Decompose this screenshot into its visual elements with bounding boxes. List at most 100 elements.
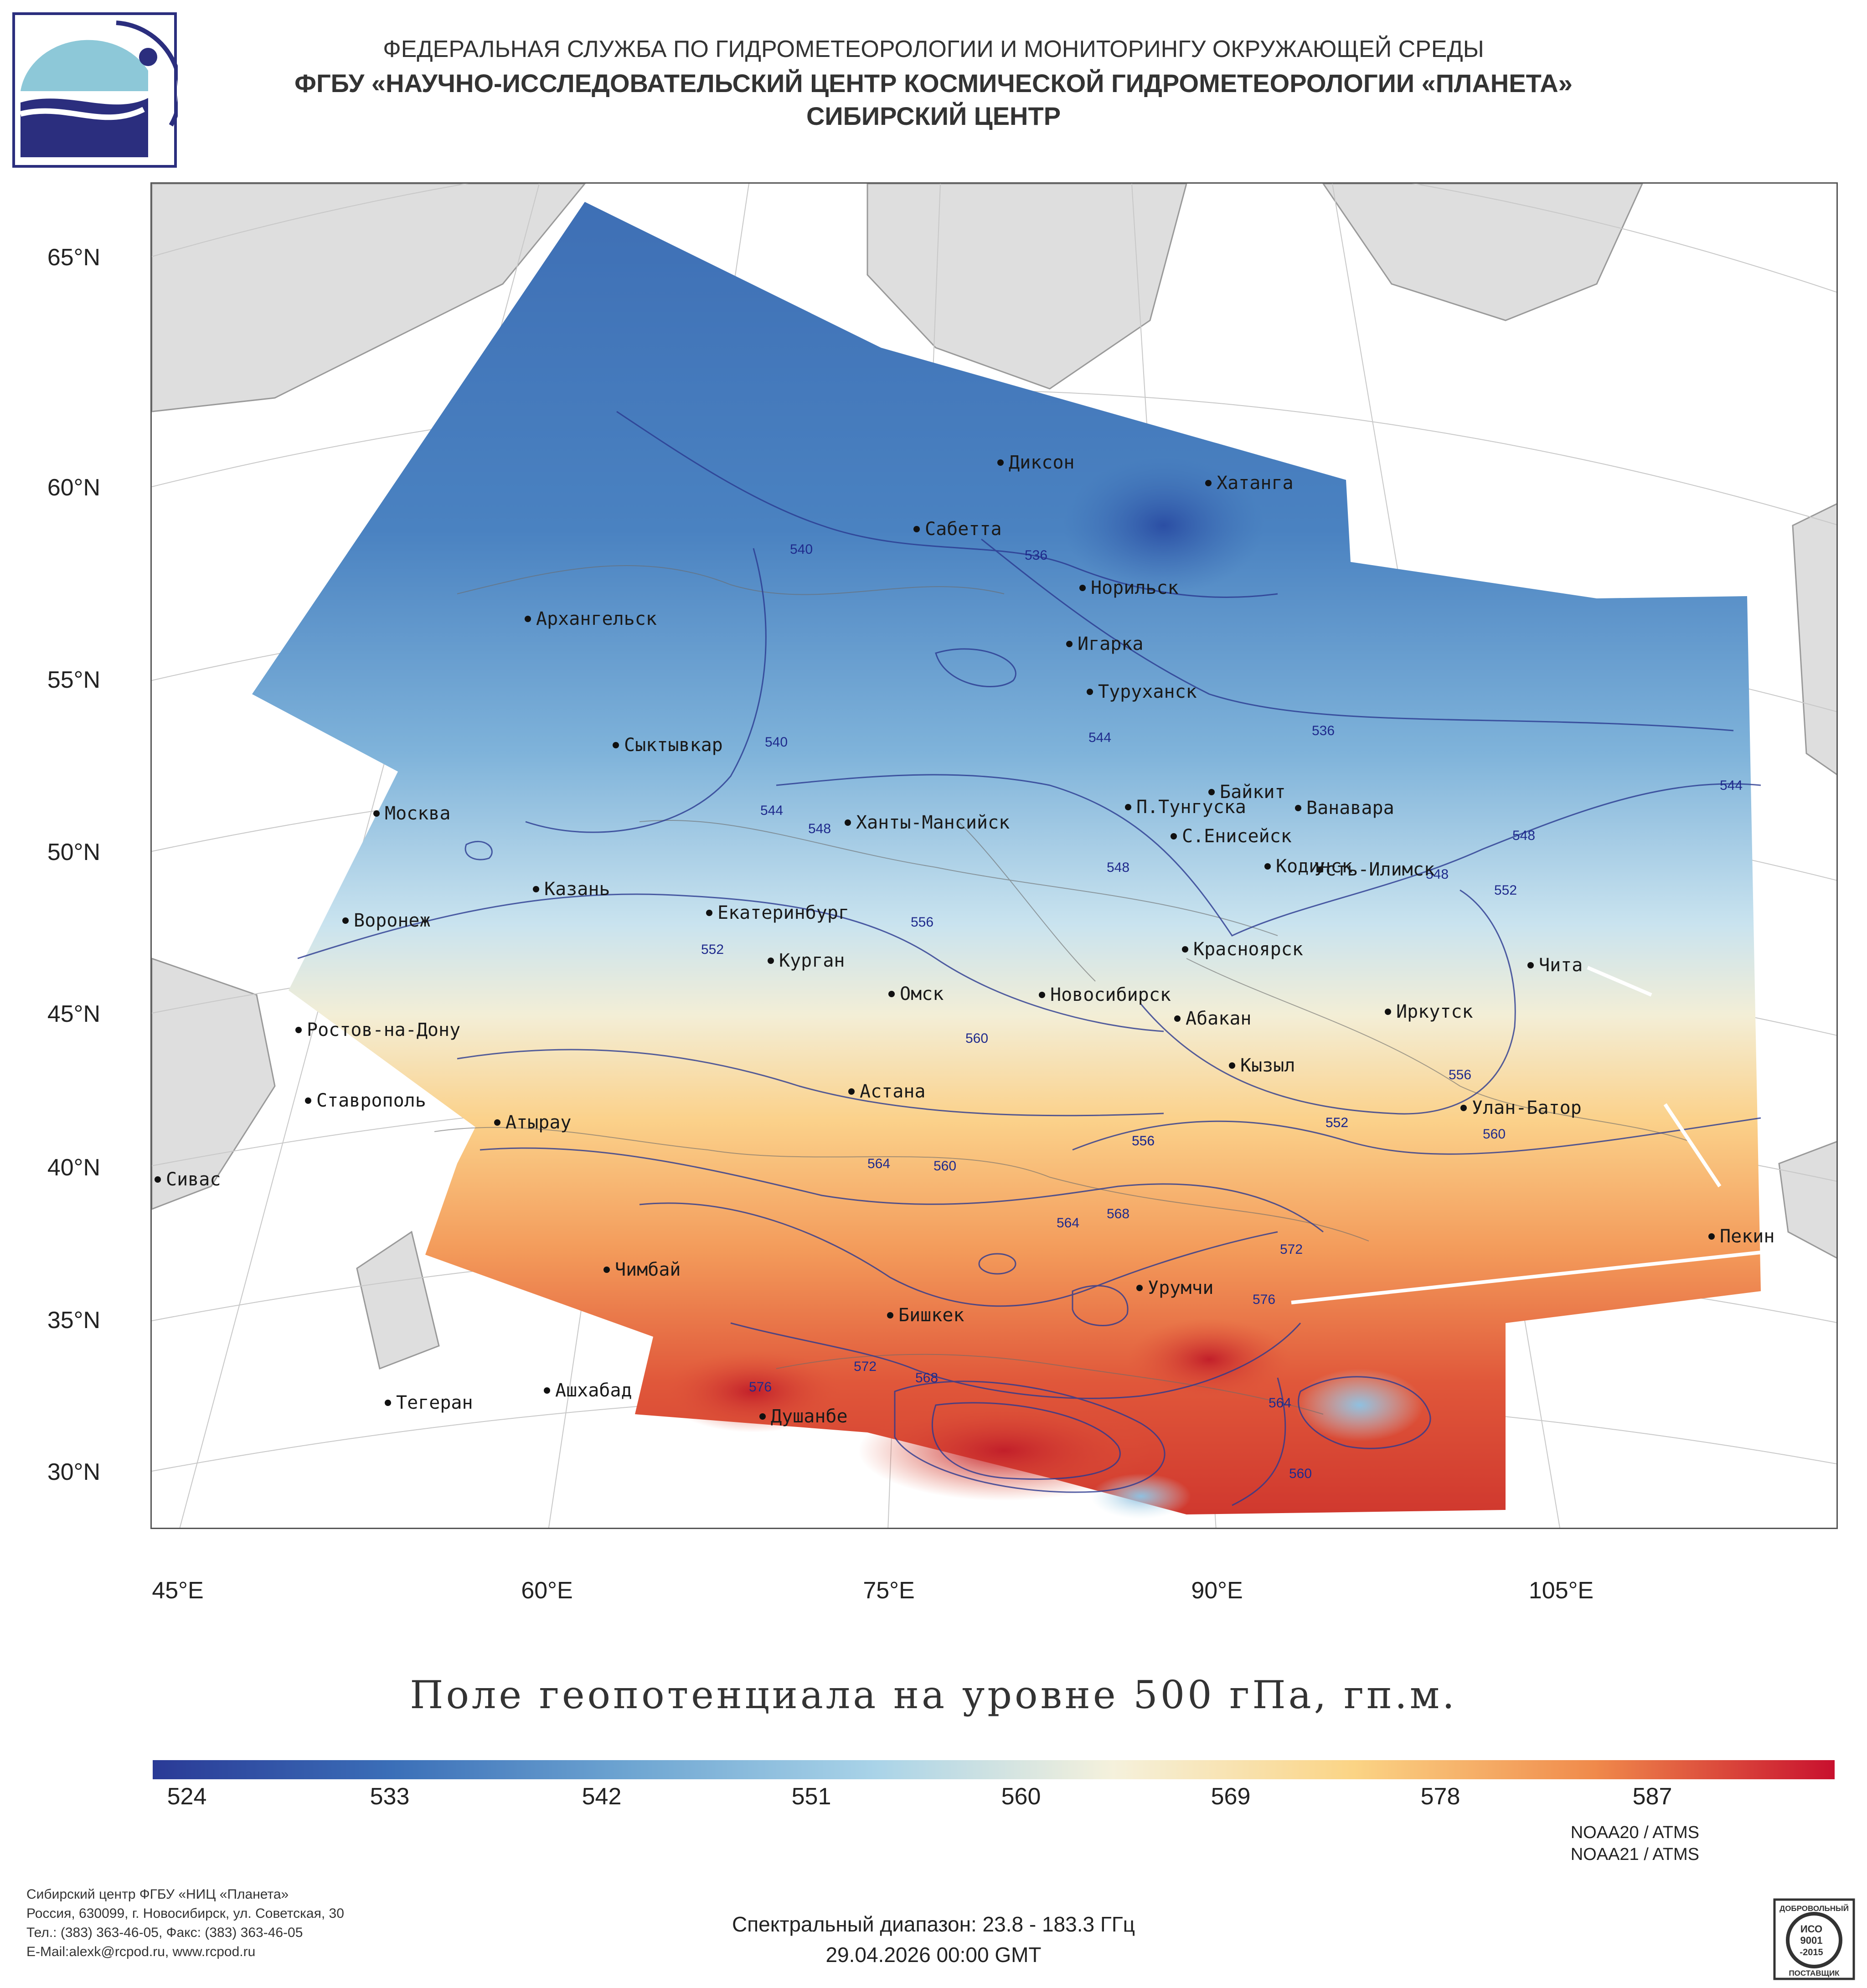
colorbar-tick: 551 bbox=[791, 1783, 831, 1810]
observation-datetime: 29.04.2026 00:00 GMT bbox=[825, 1943, 1042, 1967]
svg-text:Сабетта: Сабетта bbox=[925, 519, 1002, 540]
lat-label-30: 30°N bbox=[47, 1459, 100, 1485]
svg-text:Игарка: Игарка bbox=[1078, 633, 1144, 654]
svg-text:Ставрополь: Ставрополь bbox=[316, 1090, 426, 1111]
contour-label: 552 bbox=[701, 942, 724, 957]
contour-label: 560 bbox=[1289, 1466, 1312, 1481]
svg-text:Курган: Курган bbox=[779, 950, 845, 971]
geopotential-map: 540 536 536 540 544 548 544 548 544 548 … bbox=[150, 182, 1838, 1529]
lat-label-45: 45°N bbox=[47, 1001, 100, 1027]
city-marker: Красноярск bbox=[1182, 939, 1303, 960]
svg-text:Байкит: Байкит bbox=[1220, 782, 1286, 803]
city-marker: Архангельск bbox=[525, 608, 657, 629]
svg-text:Туруханск: Туруханск bbox=[1098, 681, 1197, 702]
lon-label-75: 75°E bbox=[863, 1577, 915, 1604]
contour-label: 564 bbox=[867, 1156, 890, 1171]
svg-text:Москва: Москва bbox=[385, 803, 451, 824]
city-marker: Хатанга bbox=[1205, 473, 1294, 494]
city-marker: Ростов-на-Дону bbox=[295, 1020, 460, 1040]
svg-text:Казань: Казань bbox=[544, 879, 610, 900]
contour-label: 548 bbox=[1512, 828, 1535, 843]
iso-text-top: ДОБРОВОЛЬНЫЙ bbox=[1779, 1904, 1849, 1913]
iso-badge: ДОБРОВОЛЬНЫЙ ИСО 9001 -2015 ПОСТАВЩИК bbox=[1773, 1898, 1855, 1980]
lon-label-90: 90°E bbox=[1191, 1577, 1243, 1604]
svg-text:Бишкек: Бишкек bbox=[898, 1305, 964, 1326]
header-institute: ФГБУ «НАУЧНО-ИССЛЕДОВАТЕЛЬСКИЙ ЦЕНТР КОС… bbox=[294, 69, 1573, 98]
lon-label-60: 60°E bbox=[521, 1577, 573, 1604]
contour-label: 548 bbox=[1107, 860, 1129, 875]
svg-text:Атырау: Атырау bbox=[505, 1112, 572, 1133]
contour-label: 548 bbox=[1426, 867, 1449, 882]
city-marker: Кодинск bbox=[1264, 856, 1353, 877]
contour-label: 540 bbox=[790, 542, 813, 557]
contour-label: 544 bbox=[1088, 730, 1111, 745]
isohypses bbox=[297, 411, 1761, 1506]
colorbar-tick: 587 bbox=[1632, 1783, 1672, 1810]
city-marker: Иркутск bbox=[1385, 1001, 1473, 1022]
swath-gap-lines bbox=[1291, 966, 1761, 1304]
city-marker: Бишкек bbox=[887, 1305, 964, 1326]
svg-text:Архангельск: Архангельск bbox=[536, 608, 657, 629]
satellite-label: NOAA21 / ATMS bbox=[1570, 1845, 1699, 1864]
contour-label: 556 bbox=[1132, 1133, 1155, 1149]
svg-text:Ростов-на-Дону: Ростов-на-Дону bbox=[307, 1020, 460, 1040]
contour-label: 564 bbox=[1057, 1215, 1079, 1231]
svg-text:Сивас: Сивас bbox=[166, 1169, 221, 1190]
colorbar-tick: 578 bbox=[1420, 1783, 1460, 1810]
svg-text:Урумчи: Урумчи bbox=[1148, 1277, 1214, 1298]
city-marker: Улан-Батор bbox=[1460, 1097, 1582, 1118]
map-canvas: 540 536 536 540 544 548 544 548 544 548 … bbox=[152, 184, 1836, 1528]
city-marker: Курган bbox=[768, 950, 845, 971]
city-marker: Норильск bbox=[1079, 577, 1179, 598]
svg-text:Астана: Астана bbox=[860, 1081, 926, 1102]
svg-text:Ашхабад: Ашхабад bbox=[555, 1380, 632, 1401]
contour-label: 556 bbox=[911, 915, 934, 930]
map-title: Поле геопотенциала на уровне 500 гПа, гп… bbox=[410, 1673, 1457, 1717]
svg-text:Душанбе: Душанбе bbox=[771, 1406, 848, 1427]
footer-org-line: E-Mail:alexk@rcpod.ru, www.rcpod.ru bbox=[26, 1944, 256, 1959]
svg-text:Чимбай: Чимбай bbox=[615, 1259, 681, 1280]
city-marker: Кызыл bbox=[1229, 1055, 1295, 1076]
svg-text:Ванавара: Ванавара bbox=[1306, 798, 1394, 819]
footer-org-line: Тел.: (383) 363-46-05, Факс: (383) 363-4… bbox=[26, 1925, 303, 1940]
svg-text:Иркутск: Иркутск bbox=[1396, 1001, 1473, 1022]
header-agency: ФЕДЕРАЛЬНАЯ СЛУЖБА ПО ГИДРОМЕТЕОРОЛОГИИ … bbox=[383, 36, 1484, 62]
svg-text:Диксон: Диксон bbox=[1009, 452, 1075, 473]
iso-text: 9001 bbox=[1800, 1935, 1823, 1946]
city-marker: Москва bbox=[373, 803, 451, 824]
contour-label: 572 bbox=[1280, 1242, 1303, 1257]
city-marker: Чита bbox=[1527, 955, 1583, 976]
city-marker: С.Енисейск bbox=[1171, 826, 1292, 847]
contour-label: 540 bbox=[765, 735, 788, 750]
lat-label-40: 40°N bbox=[47, 1154, 100, 1181]
svg-text:Улан-Батор: Улан-Батор bbox=[1472, 1097, 1582, 1118]
contour-label: 548 bbox=[808, 821, 831, 836]
lat-label-60: 60°N bbox=[47, 474, 100, 501]
contour-label: 568 bbox=[915, 1370, 938, 1385]
geopotential-field bbox=[252, 202, 1761, 1519]
lat-label-65: 65°N bbox=[47, 244, 100, 271]
city-marker: Чимбай bbox=[603, 1259, 681, 1280]
svg-text:С.Енисейск: С.Енисейск bbox=[1182, 826, 1292, 847]
svg-text:Красноярск: Красноярск bbox=[1193, 939, 1303, 960]
city-marker: Тегеран bbox=[385, 1392, 473, 1413]
svg-text:Воронеж: Воронеж bbox=[354, 910, 431, 931]
contour-label: 552 bbox=[1494, 883, 1517, 898]
footer-org-line: Сибирский центр ФГБУ «НИЦ «Планета» bbox=[26, 1887, 289, 1902]
land-areas bbox=[152, 184, 1836, 1370]
city-marker: Урумчи bbox=[1136, 1277, 1214, 1298]
city-marker: Воронеж bbox=[342, 910, 431, 931]
city-marker: Казань bbox=[533, 879, 610, 900]
footer-org-line: Россия, 630099, г. Новосибирск, ул. Сове… bbox=[26, 1906, 344, 1921]
svg-text:Пекин: Пекин bbox=[1720, 1226, 1774, 1247]
contour-label: 560 bbox=[965, 1031, 988, 1046]
svg-text:Екатеринбург: Екатеринбург bbox=[717, 902, 849, 923]
contour-label: 564 bbox=[1269, 1396, 1291, 1411]
colorbar-tick: 569 bbox=[1211, 1783, 1251, 1810]
city-marker: Диксон bbox=[997, 452, 1075, 473]
city-marker: Ашхабад bbox=[544, 1380, 632, 1401]
city-marker: Ханты-Мансийск bbox=[845, 812, 1010, 833]
lat-label-55: 55°N bbox=[47, 667, 100, 693]
contour-label: 556 bbox=[1132, 1133, 1155, 1149]
city-marker: Байкит bbox=[1208, 782, 1286, 803]
